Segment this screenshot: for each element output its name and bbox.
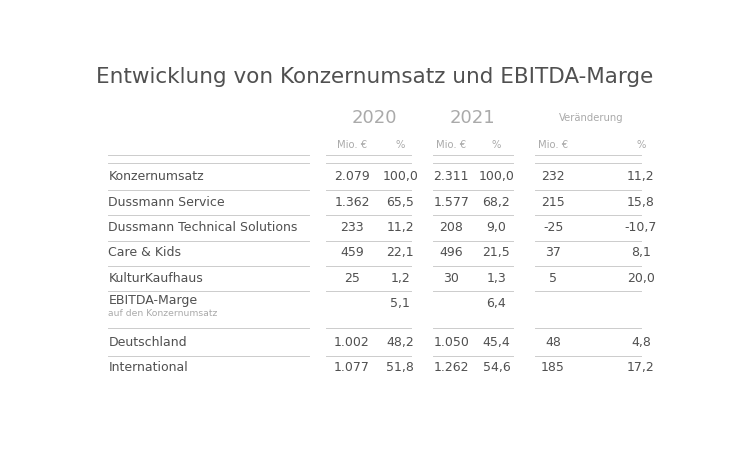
Text: 11,2: 11,2 [386, 221, 414, 234]
Text: Deutschland: Deutschland [108, 336, 187, 349]
Text: 1,2: 1,2 [390, 272, 410, 285]
Text: 30: 30 [443, 272, 459, 285]
Text: Mio. €: Mio. € [337, 140, 367, 150]
Text: 5,1: 5,1 [390, 297, 410, 310]
Text: -25: -25 [543, 221, 564, 234]
Text: 48,2: 48,2 [386, 336, 414, 349]
Text: Veränderung: Veränderung [559, 114, 624, 124]
Text: KulturKaufhaus: KulturKaufhaus [108, 272, 203, 285]
Text: 1.050: 1.050 [433, 336, 469, 349]
Text: International: International [108, 361, 188, 374]
Text: EBITDA-Marge: EBITDA-Marge [108, 294, 197, 307]
Text: 1,3: 1,3 [487, 272, 507, 285]
Text: Mio. €: Mio. € [538, 140, 568, 150]
Text: 459: 459 [340, 246, 364, 259]
Text: 2020: 2020 [352, 109, 398, 127]
Text: 9,0: 9,0 [487, 221, 507, 234]
Text: 215: 215 [541, 196, 565, 208]
Text: 8,1: 8,1 [631, 246, 651, 259]
Text: 11,2: 11,2 [627, 170, 655, 183]
Text: 65,5: 65,5 [386, 196, 414, 208]
Text: 6,4: 6,4 [487, 297, 507, 310]
Text: 51,8: 51,8 [386, 361, 414, 374]
Text: 2.311: 2.311 [433, 170, 469, 183]
Text: 5: 5 [549, 272, 557, 285]
Text: 1.577: 1.577 [433, 196, 469, 208]
Text: 185: 185 [541, 361, 565, 374]
Text: 37: 37 [545, 246, 561, 259]
Text: 45,4: 45,4 [482, 336, 510, 349]
Text: 100,0: 100,0 [479, 170, 515, 183]
Text: auf den Konzernumsatz: auf den Konzernumsatz [108, 309, 218, 318]
Text: 48: 48 [545, 336, 561, 349]
Text: Entwicklung von Konzernumsatz und EBITDA-Marge: Entwicklung von Konzernumsatz und EBITDA… [96, 67, 654, 87]
Text: 233: 233 [340, 221, 364, 234]
Text: 22,1: 22,1 [386, 246, 414, 259]
Text: 2.079: 2.079 [334, 170, 370, 183]
Text: Konzernumsatz: Konzernumsatz [108, 170, 204, 183]
Text: Mio. €: Mio. € [436, 140, 466, 150]
Text: Dussmann Service: Dussmann Service [108, 196, 225, 208]
Text: 4,8: 4,8 [631, 336, 651, 349]
Text: %: % [395, 140, 405, 150]
Text: 1.077: 1.077 [334, 361, 370, 374]
Text: Care & Kids: Care & Kids [108, 246, 181, 259]
Text: %: % [492, 140, 501, 150]
Text: Dussmann Technical Solutions: Dussmann Technical Solutions [108, 221, 298, 234]
Text: 2021: 2021 [450, 109, 496, 127]
Text: 1.002: 1.002 [334, 336, 370, 349]
Text: 1.262: 1.262 [433, 361, 469, 374]
Text: 25: 25 [344, 272, 360, 285]
Text: 54,6: 54,6 [482, 361, 510, 374]
Text: 15,8: 15,8 [627, 196, 655, 208]
Text: -10,7: -10,7 [625, 221, 657, 234]
Text: 100,0: 100,0 [382, 170, 418, 183]
Text: 232: 232 [541, 170, 565, 183]
Text: 68,2: 68,2 [482, 196, 510, 208]
Text: 21,5: 21,5 [482, 246, 510, 259]
Text: 20,0: 20,0 [627, 272, 655, 285]
Text: 208: 208 [439, 221, 463, 234]
Text: %: % [636, 140, 645, 150]
Text: 496: 496 [439, 246, 463, 259]
Text: 17,2: 17,2 [627, 361, 655, 374]
Text: 1.362: 1.362 [334, 196, 370, 208]
